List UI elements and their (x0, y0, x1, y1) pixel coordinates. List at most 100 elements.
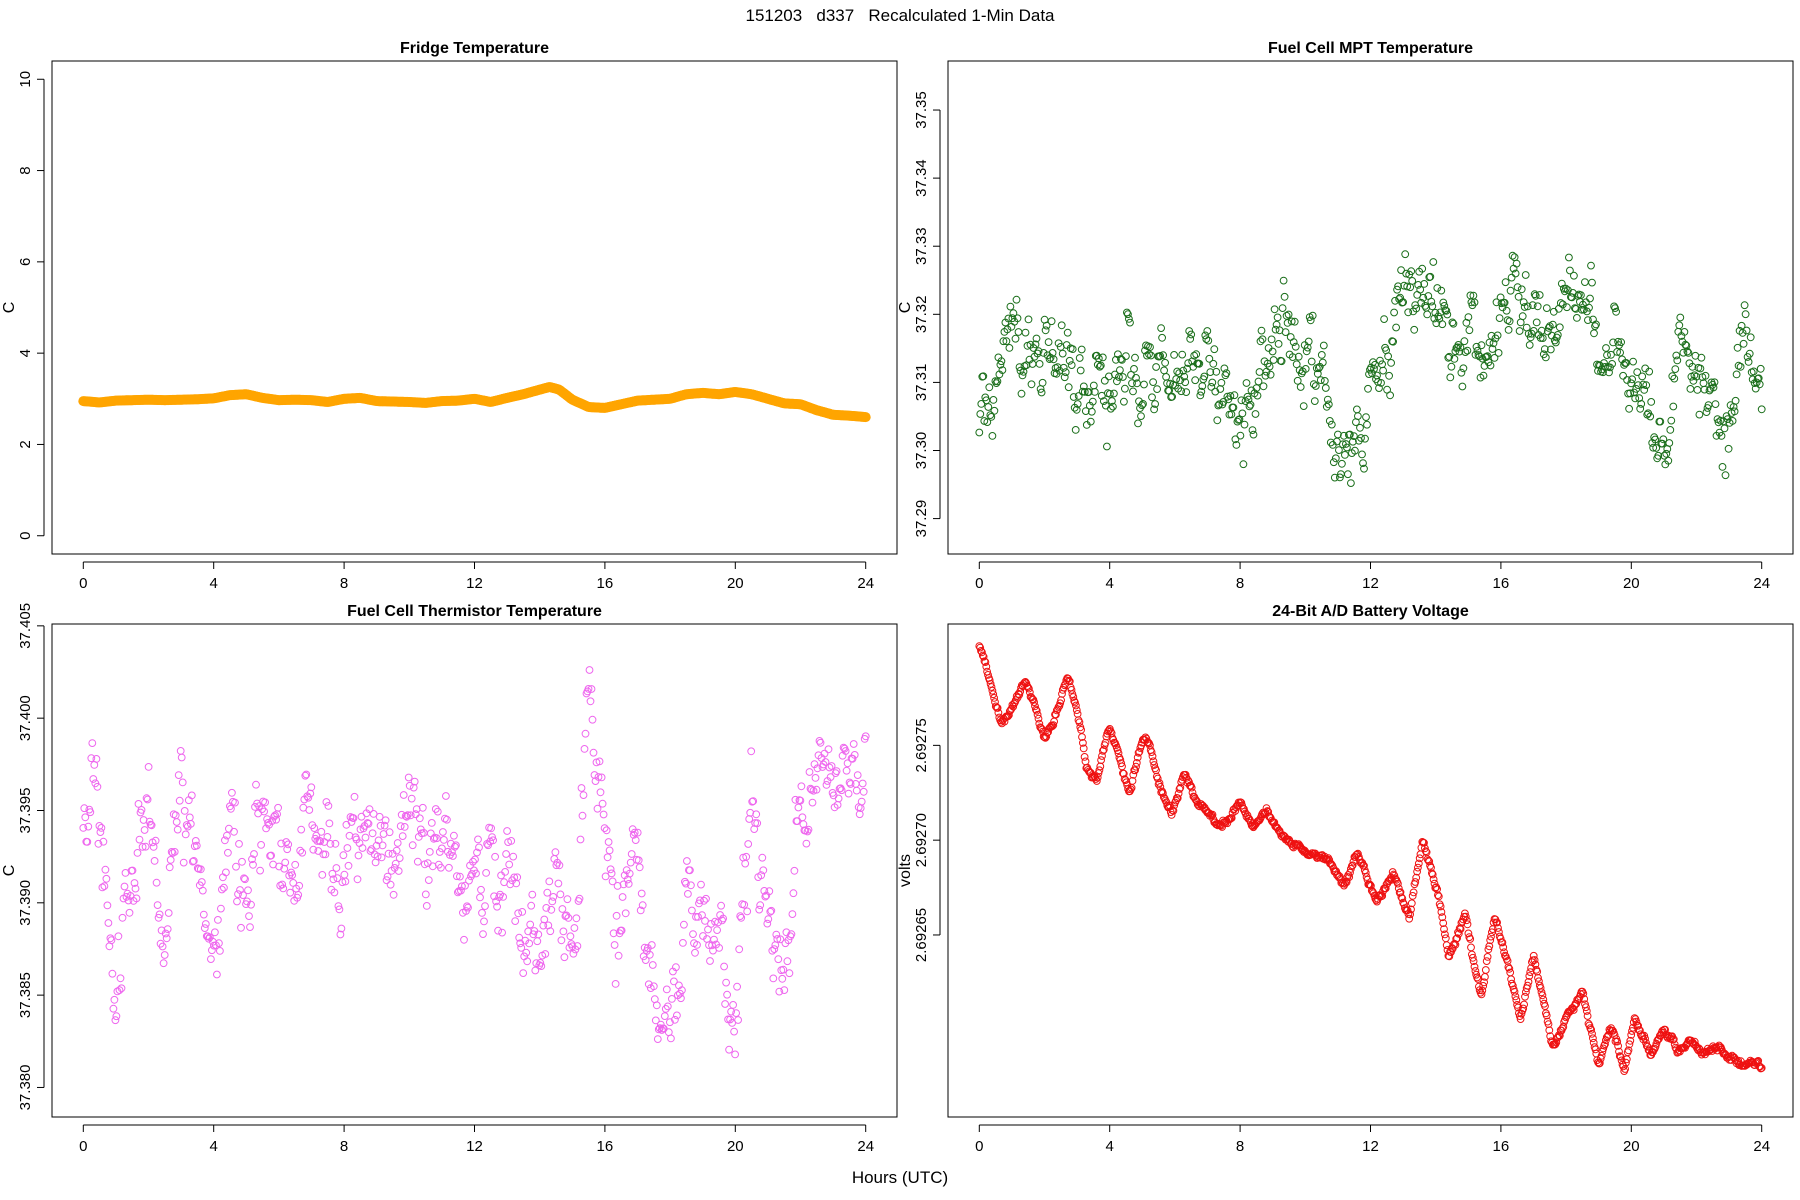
data-point (1168, 392, 1176, 401)
data-point (1125, 315, 1133, 323)
data-point (1261, 371, 1270, 380)
data-point (983, 418, 992, 427)
data-point (1069, 393, 1078, 401)
y-tick-label: 2 (17, 440, 34, 448)
data-point (1099, 397, 1108, 406)
data-point (1064, 383, 1073, 392)
y-tick-label: 37.30 (913, 432, 930, 470)
data-point (1197, 387, 1206, 396)
data-point (860, 412, 871, 423)
data-point (1005, 344, 1014, 352)
data-point (1060, 373, 1069, 382)
y-tick-label: 37.31 (913, 364, 930, 402)
data-point (1521, 992, 1529, 1001)
data-point (1015, 363, 1024, 372)
x-tick-label: 8 (1236, 1138, 1244, 1155)
data-point (1110, 389, 1118, 398)
data-point (1032, 334, 1041, 343)
data-point (1291, 342, 1300, 351)
data-point (1080, 753, 1089, 761)
data-point (1290, 317, 1299, 326)
data-point (1204, 336, 1213, 345)
data-point (1184, 359, 1193, 368)
x-tick-label: 8 (1236, 575, 1244, 592)
x-tick-label: 24 (857, 575, 874, 592)
data-point (1039, 349, 1048, 357)
data-point (1063, 328, 1072, 337)
data-point (1208, 378, 1217, 387)
data-point (976, 410, 985, 418)
x-tick-label: 16 (1493, 575, 1510, 592)
data-point (1253, 391, 1262, 400)
data-point (1106, 390, 1114, 398)
data-point (1279, 276, 1288, 285)
data-point (1214, 401, 1223, 410)
data-point (1126, 318, 1134, 327)
data-point (1213, 416, 1222, 425)
data-point (1042, 321, 1051, 330)
x-tick-label: 4 (1106, 1138, 1114, 1155)
data-point (1277, 357, 1286, 366)
data-point (1249, 430, 1258, 439)
data-point (1124, 310, 1132, 319)
data-point (1130, 365, 1138, 373)
data-point (996, 360, 1005, 369)
data-point (1100, 376, 1109, 385)
x-tick-label: 16 (1493, 1138, 1510, 1155)
data-point (998, 366, 1007, 375)
data-point (1071, 426, 1080, 434)
data-point (1067, 361, 1076, 370)
data-point (1121, 384, 1129, 393)
data-point (1258, 335, 1267, 344)
data-point (988, 432, 997, 440)
x-tick-label: 20 (1623, 575, 1640, 592)
data-point (1148, 393, 1156, 402)
data-point (1116, 366, 1124, 375)
data-point (1202, 335, 1211, 344)
data-point (1195, 359, 1204, 368)
y-tick-label: 2.69265 (913, 908, 930, 962)
data-point (1256, 337, 1265, 346)
y-tick-label: 6 (17, 258, 34, 266)
data-point (1206, 368, 1215, 377)
data-point (1520, 1000, 1528, 1009)
x-tick-label: 12 (466, 575, 483, 592)
data-point (1003, 325, 1012, 334)
data-point (1179, 366, 1188, 375)
y-tick-label: 2.69275 (913, 718, 930, 772)
data-point (1076, 366, 1085, 375)
data-point (1222, 369, 1231, 378)
data-point (1087, 407, 1096, 416)
data-point (1035, 360, 1044, 368)
data-point (1268, 347, 1277, 356)
data-point (1510, 987, 1519, 996)
data-point (1044, 338, 1053, 347)
chart-title: 24-Bit A/D Battery Voltage (1272, 603, 1469, 620)
data-point (1187, 330, 1196, 339)
y-tick-label: 37.34 (913, 159, 930, 197)
data-point (1057, 321, 1066, 330)
data-point (989, 396, 998, 404)
data-point (1191, 376, 1200, 385)
data-point (1280, 292, 1289, 301)
data-point (1019, 367, 1028, 376)
data-point (1583, 1012, 1592, 1020)
data-point (1004, 314, 1013, 323)
data-point (1245, 402, 1254, 411)
data-point (1006, 302, 1015, 311)
y-tick-label: 8 (17, 166, 34, 174)
x-tick-label: 12 (1362, 1138, 1379, 1155)
data-point (1215, 400, 1224, 409)
data-point (1140, 380, 1148, 389)
data-point (1077, 345, 1086, 354)
data-point (1163, 379, 1171, 388)
data-point (990, 406, 999, 415)
y-tick-label: 37.29 (913, 500, 930, 538)
data-point (1018, 371, 1027, 380)
data-point (1049, 355, 1058, 364)
data-point (1240, 420, 1249, 429)
data-point (1103, 442, 1111, 451)
y-tick-label: 37.33 (913, 227, 930, 265)
